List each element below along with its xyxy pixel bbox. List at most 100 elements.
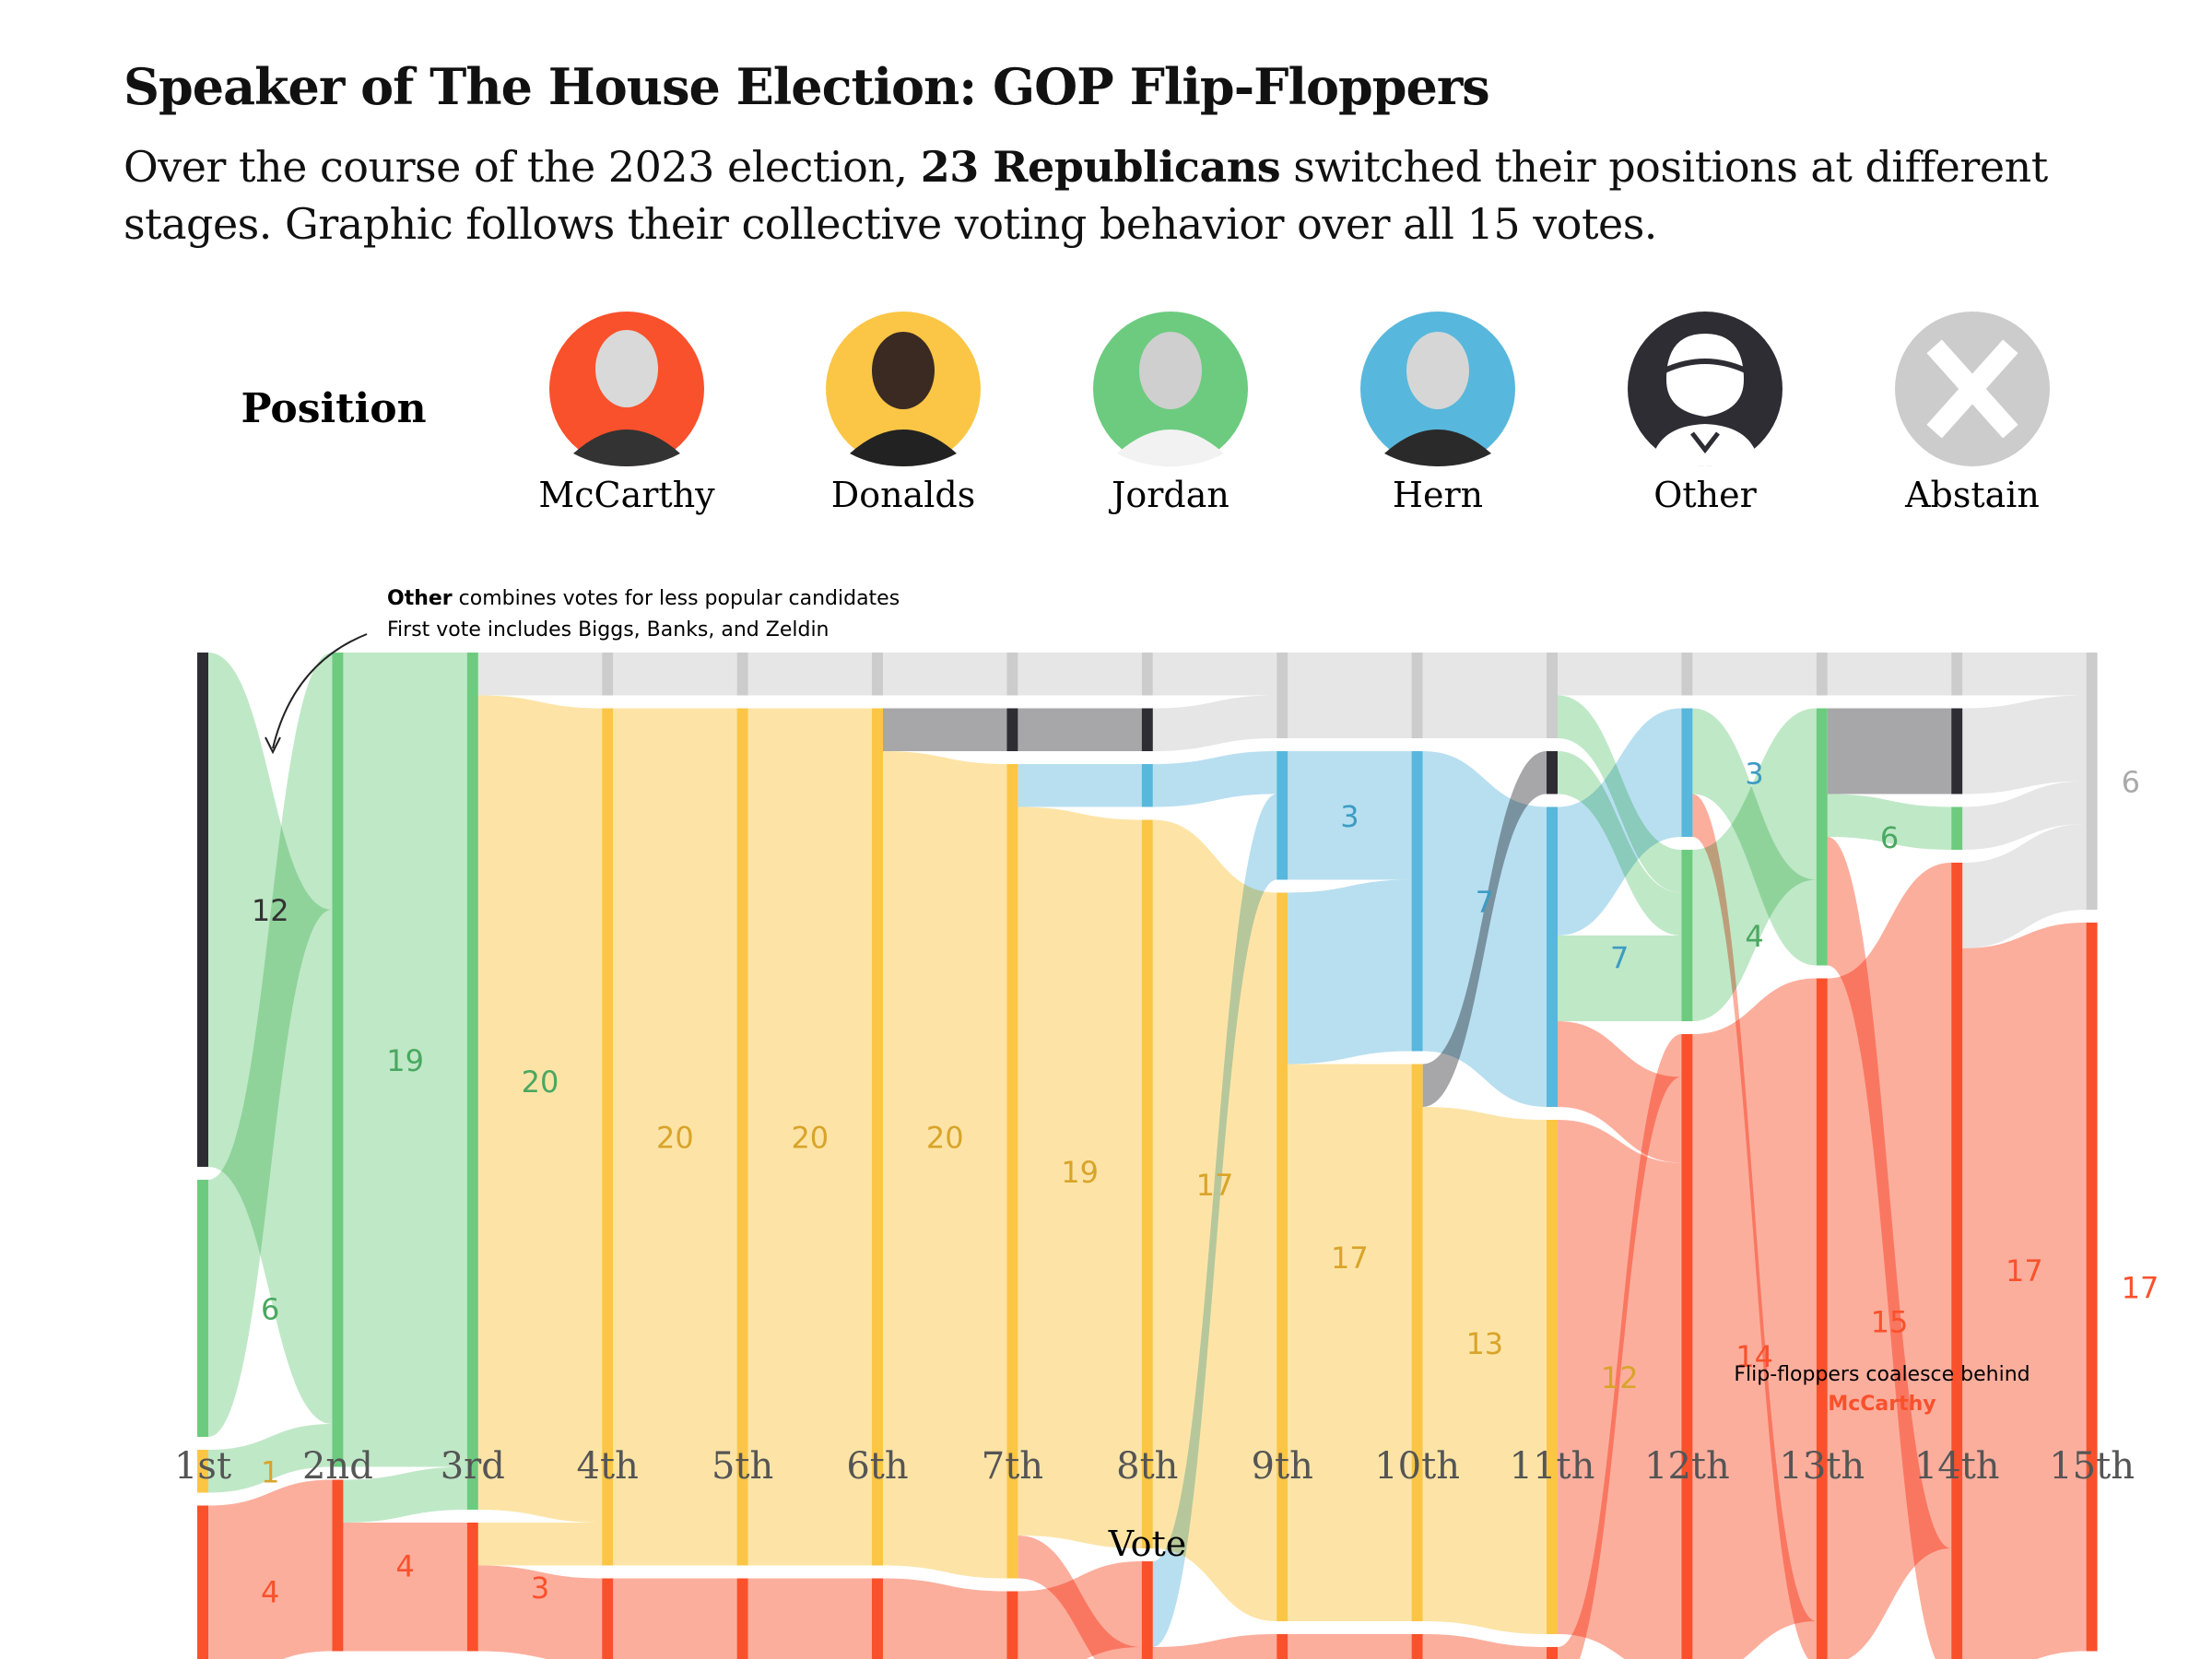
x-tick-15th: 15th <box>2049 1445 2135 1488</box>
node-14th-jordan <box>1951 806 1963 850</box>
flow-5th-abstain-to-abstain <box>747 653 872 696</box>
node-6th-mccarthy <box>872 1578 883 1659</box>
value-label-1st-jordan: 6 <box>261 1292 279 1327</box>
flow-8th-mccarthy-to-mccarthy <box>1152 1634 1277 1659</box>
flow-2nd-mccarthy-to-mccarthy <box>343 1523 467 1652</box>
other-annotation-bold: Other <box>387 587 453 610</box>
node-15th-abstain <box>2086 653 2098 910</box>
vote-nodes <box>197 653 2098 1659</box>
value-label-1st-donalds: 1 <box>261 1454 279 1489</box>
flow-11th-hern-to-jordan <box>1558 935 1682 1021</box>
value-label-1st-other: 12 <box>252 893 289 928</box>
x-tick-14th: 14th <box>1914 1445 2000 1488</box>
x-axis-ticks: 1st 2nd 3rd 4th 5th 6th 7th 8th 9th 10th 11th 12th 1… <box>174 1445 2135 1488</box>
flow-4th-donalds-to-donalds <box>613 708 737 1566</box>
flow-3rd-jordan-to-abstain <box>477 653 603 696</box>
node-11th-hern <box>1547 806 1558 1107</box>
node-12th-hern <box>1681 708 1693 837</box>
node-7th-mccarthy <box>1006 1591 1018 1659</box>
x-tick-7th: 7th <box>982 1445 1043 1488</box>
legend-name-abstain: Abstain <box>1904 475 2040 515</box>
other-annotation-rest: combines votes for less popular candidat… <box>453 587 900 610</box>
node-14th-abstain <box>1951 653 1963 696</box>
node-5th-donalds <box>736 708 748 1566</box>
legend-item-other: Other <box>1628 312 1783 515</box>
node-1st-jordan <box>197 1180 208 1437</box>
node-5th-abstain <box>736 653 748 696</box>
node-6th-donalds <box>872 708 883 1566</box>
coalesce-annotation: Flip-floppers coalesce behind McCarthy <box>1734 1363 2030 1416</box>
node-9th-donalds <box>1277 892 1288 1621</box>
value-label-2nd-jordan: 19 <box>386 1043 424 1078</box>
flow-7th-abstain-to-abstain <box>1018 653 1142 696</box>
flow-8th-other-to-abstain <box>1152 695 1277 751</box>
flow-11th-abstain-to-jordan <box>1558 695 1682 893</box>
node-12th-mccarthy <box>1681 1034 1693 1659</box>
node-1st-donalds <box>197 1450 208 1493</box>
flow-8th-abstain-to-abstain <box>1152 653 1277 696</box>
node-11th-mccarthy <box>1547 1647 1558 1659</box>
node-15th-mccarthy <box>2086 923 2098 1652</box>
node-8th-mccarthy <box>1141 1561 1153 1659</box>
node-14th-mccarthy <box>1951 863 1963 1659</box>
legend-name-donalds: Donalds <box>831 475 975 515</box>
node-11th-abstain <box>1547 653 1558 738</box>
x-axis-label: Vote <box>1108 1524 1187 1564</box>
flow-10th-donalds-to-donalds <box>1422 1107 1547 1634</box>
flow-3rd-jordan-to-donalds <box>477 695 603 1523</box>
legend: Position McCarthy Donalds Jordan Hern <box>241 312 2050 515</box>
value-label-4th-donalds: 20 <box>656 1121 694 1156</box>
flow-10th-mccarthy-to-mccarthy <box>1422 1634 1547 1659</box>
node-7th-other <box>1006 708 1018 751</box>
node-11th-other <box>1547 751 1558 794</box>
legend-item-abstain: Abstain <box>1895 312 2050 515</box>
value-label-15th-mccarthy: 17 <box>2122 1270 2159 1305</box>
flow-13th-jordan-to-mccarthy <box>1827 837 1952 1659</box>
node-12th-abstain <box>1681 653 1693 696</box>
x-tick-1st: 1st <box>174 1445 231 1488</box>
x-tick-11th: 11th <box>1510 1445 1595 1488</box>
x-tick-5th: 5th <box>712 1445 773 1488</box>
node-13th-abstain <box>1816 653 1828 696</box>
value-label-10th-donalds: 13 <box>1465 1326 1503 1361</box>
flow-12th-mccarthy-to-mccarthy <box>1692 978 1817 1659</box>
chart-subtitle: Over the course of the 2023 election, 23… <box>124 138 2133 253</box>
flow-9th-donalds-to-donalds <box>1288 1064 1412 1621</box>
x-tick-12th: 12th <box>1644 1445 1730 1488</box>
node-1st-other <box>197 653 208 1167</box>
subtitle-text-end: switched their positions at different st… <box>124 142 2048 249</box>
value-label-7th-donalds: 19 <box>1061 1155 1099 1190</box>
svg-text:Other combines votes for less: Other combines votes for less popular ca… <box>387 587 900 610</box>
value-label-2nd-mccarthy: 4 <box>395 1549 414 1584</box>
flow-5th-donalds-to-donalds <box>747 708 872 1566</box>
value-label-13th-mccarthy: 15 <box>1871 1305 1909 1340</box>
flow-6th-donalds-to-donalds <box>883 751 1007 1579</box>
flow-1st-donalds-to-jordan <box>208 1424 333 1493</box>
flow-6th-donalds-to-other <box>883 708 1007 751</box>
flow-2nd-jordan-to-jordan <box>343 653 467 1467</box>
flow-9th-mccarthy-to-mccarthy <box>1288 1633 1412 1659</box>
flow-7th-donalds-to-donalds <box>1018 806 1142 1548</box>
flow-1st-mccarthy-to-mccarthy <box>208 1479 333 1659</box>
flow-14th-mccarthy-to-mccarthy <box>1962 923 2087 1659</box>
x-tick-10th: 10th <box>1374 1445 1460 1488</box>
value-label-5th-donalds: 20 <box>791 1121 829 1156</box>
flow-14th-abstain-to-abstain <box>1962 653 2087 696</box>
legend-item-mccarthy: McCarthy <box>538 312 715 515</box>
node-9th-abstain <box>1277 653 1288 738</box>
node-2nd-jordan <box>332 653 344 1467</box>
node-4th-donalds <box>602 708 614 1566</box>
flow-13th-jordan-to-jordan <box>1827 794 1952 850</box>
subtitle-highlight: 23 Republicans <box>920 142 1281 192</box>
value-label-11th-donalds: 12 <box>1601 1360 1639 1395</box>
legend-item-donalds: Donalds <box>826 312 981 515</box>
value-label-14th-mccarthy: 17 <box>2006 1253 2043 1288</box>
x-tick-13th: 13th <box>1779 1445 1865 1488</box>
node-5th-mccarthy <box>736 1578 748 1659</box>
node-9th-hern <box>1277 751 1288 880</box>
flow-9th-abstain-to-abstain <box>1288 653 1412 738</box>
coalesce-annotation-line2: McCarthy <box>1828 1393 1936 1416</box>
value-label-13th-jordan: 6 <box>1880 820 1899 855</box>
legend-item-jordan: Jordan <box>1093 312 1248 515</box>
